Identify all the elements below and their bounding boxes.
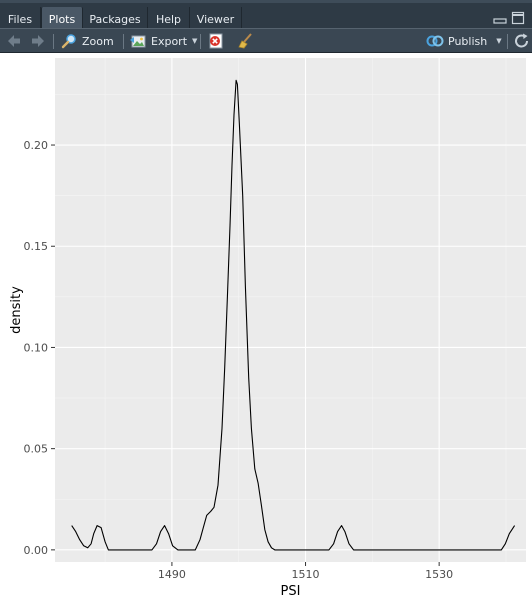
broom-icon[interactable] xyxy=(236,32,254,52)
export-label: Export xyxy=(151,34,188,48)
toolbar-separator xyxy=(200,34,201,49)
y-tick-label: 0.05 xyxy=(24,443,49,456)
plot-panel xyxy=(55,58,526,562)
magnifier-icon xyxy=(61,34,76,49)
y-tick-label: 0.10 xyxy=(24,341,49,354)
tab-label: Help xyxy=(155,12,182,26)
density-plot: 1490 1510 1530 0.00 0.05 0.10 0.15 0.20 PSI de… xyxy=(9,58,526,599)
tab-files[interactable]: Files xyxy=(0,7,41,31)
y-tick-label: 0.15 xyxy=(24,240,49,253)
x-axis-title: PSI xyxy=(281,584,301,599)
publish-button[interactable]: Publish ▼ xyxy=(426,31,502,51)
tab-label: Plots xyxy=(48,12,76,26)
export-button[interactable]: Export ▼ xyxy=(129,31,197,51)
tab-help[interactable]: Help xyxy=(148,7,190,31)
minor-gridlines xyxy=(55,58,526,562)
density-line xyxy=(71,79,516,551)
y-axis-title: density xyxy=(9,286,24,334)
toolbar-separator xyxy=(507,34,508,49)
toolbar-separator xyxy=(53,34,54,49)
chevron-down-icon: ▼ xyxy=(192,37,198,45)
chevron-down-icon: ▼ xyxy=(496,37,502,45)
x-tick-label: 1510 xyxy=(292,568,320,581)
remove-plot-icon[interactable] xyxy=(207,32,225,52)
x-axis: 1490 1510 1530 xyxy=(158,562,453,581)
plots-toolbar: Zoom Export ▼ Publish ▼ xyxy=(0,28,532,53)
tab-plots[interactable]: Plots xyxy=(41,7,83,31)
zoom-button[interactable]: Zoom xyxy=(61,31,114,51)
maximize-pane-icon[interactable] xyxy=(511,11,525,25)
tab-bar: Files Plots Packages Help Viewer xyxy=(0,0,532,31)
y-axis: 0.00 0.05 0.10 0.15 0.20 xyxy=(24,139,55,557)
arrow-left-icon[interactable] xyxy=(6,33,22,53)
x-tick-label: 1490 xyxy=(158,568,186,581)
publish-label: Publish xyxy=(448,34,488,48)
tab-viewer[interactable]: Viewer xyxy=(190,7,242,31)
x-tick-label: 1530 xyxy=(425,568,453,581)
y-tick-label: 0.00 xyxy=(24,544,49,557)
toolbar-separator xyxy=(123,34,124,49)
image-export-icon xyxy=(130,35,146,48)
tab-label: Viewer xyxy=(196,12,235,26)
refresh-icon[interactable] xyxy=(513,32,531,52)
zoom-label: Zoom xyxy=(82,34,114,48)
y-tick-label: 0.20 xyxy=(24,139,49,152)
arrow-right-icon[interactable] xyxy=(30,33,46,53)
plot-viewer: 1490 1510 1530 0.00 0.05 0.10 0.15 0.20 PSI de… xyxy=(0,53,532,602)
tab-label: Files xyxy=(7,12,33,26)
publish-icon xyxy=(426,35,444,47)
minimize-pane-icon[interactable] xyxy=(493,11,507,25)
tab-packages[interactable]: Packages xyxy=(83,7,148,31)
tab-label: Packages xyxy=(89,12,141,26)
